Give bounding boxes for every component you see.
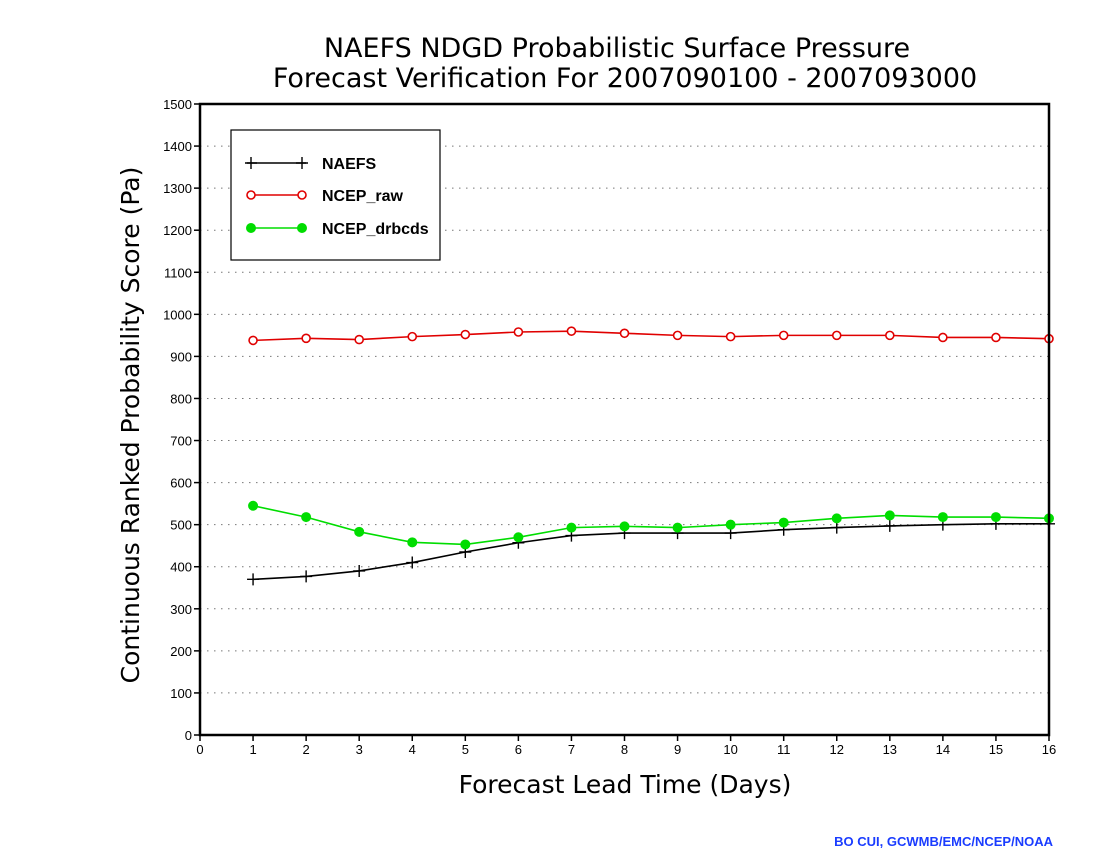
x-tick-label-3: 3 [356,742,363,757]
y-tick-label-1100: 1100 [164,265,192,280]
legend-marker-end [297,190,307,200]
x-tick-label-16: 16 [1042,742,1056,757]
point-ncep_drbcds-day-8 [619,521,630,532]
point-ncep_drbcds-day-5 [460,539,471,550]
point-naefs-day-1 [247,573,260,586]
legend-marker-start [246,190,256,200]
point-naefs-day-4 [406,556,419,569]
y-tick-label-800: 800 [170,391,192,406]
point-ncep_raw-day-12 [831,330,842,341]
point-ncep_raw-day-1 [248,335,258,346]
y-tick-label-0: 0 [185,728,192,743]
legend-label-naefs: NAEFS [322,156,377,173]
point-ncep_raw-day-13 [885,330,895,341]
point-ncep_raw-day-3 [354,334,364,345]
legend-item-naefs: NAEFS [245,156,377,173]
point-ncep_drbcds-day-10 [725,519,736,530]
legend-marker-start [246,223,256,233]
point-ncep_drbcds-day-3 [354,526,365,537]
series-ncep_drbcds [248,500,1054,550]
x-tick-label-0: 0 [196,742,203,757]
x-tick-label-5: 5 [462,742,469,757]
y-tick-label-300: 300 [170,602,192,617]
legend-label-ncep_raw: NCEP_raw [322,188,403,205]
x-tick-label-1: 1 [249,742,256,757]
point-ncep_raw-day-15 [991,332,1001,343]
point-ncep_drbcds-day-7 [566,522,577,533]
point-ncep_raw-day-8 [619,328,630,339]
x-tick-label-14: 14 [936,742,950,757]
x-tick-label-10: 10 [723,742,737,757]
point-ncep_raw-day-11 [778,330,789,341]
legend-item-ncep_drbcds: NCEP_drbcds [246,221,429,238]
point-naefs-day-3 [353,564,366,577]
point-naefs-day-2 [300,570,313,583]
point-ncep_raw-day-9 [672,330,683,341]
point-ncep_raw-day-6 [513,327,524,337]
legend-marker-end [296,157,308,169]
y-tick-label-400: 400 [170,560,192,575]
point-ncep_drbcds-day-12 [831,513,842,524]
x-tick-label-15: 15 [989,742,1003,757]
credit-text: BO CUI, GCWMB/EMC/NCEP/NOAA [834,834,1053,849]
x-tick-label-7: 7 [568,742,575,757]
x-tick-label-9: 9 [674,742,681,757]
point-ncep_raw-day-2 [301,333,311,344]
legend-marker-start [245,157,257,169]
point-ncep_drbcds-day-4 [407,537,418,548]
point-ncep_raw-day-14 [938,332,948,343]
point-ncep_raw-day-7 [566,326,577,336]
x-tick-label-2: 2 [303,742,310,757]
y-tick-label-1500: 1500 [163,97,192,112]
x-tick-label-4: 4 [409,742,416,757]
point-ncep_raw-day-5 [460,329,471,340]
y-tick-label-100: 100 [170,686,192,701]
legend-label-ncep_drbcds: NCEP_drbcds [322,221,429,238]
axis-ticks: 0100200300400500600700800900100011001200… [163,97,1056,757]
point-ncep_drbcds-day-11 [778,517,789,528]
series-naefs [247,517,1055,586]
series-line-ncep_raw [253,330,1050,342]
legend: NAEFS NCEP_raw NCEP_drbcds [230,129,441,261]
chart-title-line-1: NAEFS NDGD Probabilistic Surface Pressur… [324,33,910,64]
y-tick-label-1400: 1400 [163,139,192,154]
y-tick-label-1300: 1300 [163,181,192,196]
point-ncep_drbcds-day-14 [937,512,948,523]
y-tick-label-600: 600 [170,476,192,491]
legend-marker-end [297,223,307,233]
series-ncep_raw [248,326,1054,346]
point-naefs-day-12 [830,521,843,534]
point-ncep_drbcds-day-15 [990,512,1001,523]
y-tick-label-1000: 1000 [163,307,192,322]
y-axis-label: Continuous Ranked Probability Score (Pa) [116,167,145,684]
point-ncep_raw-day-10 [725,331,736,342]
y-tick-label-500: 500 [170,518,192,533]
y-tick-label-700: 700 [170,434,192,449]
x-tick-label-6: 6 [515,742,522,757]
point-ncep_drbcds-day-6 [513,532,524,543]
point-ncep_raw-day-4 [407,331,418,342]
plot-frame [198,102,1051,737]
chart-title-line-2: Forecast Verification For 2007090100 - 2… [273,63,977,94]
x-tick-label-8: 8 [621,742,628,757]
y-tick-label-1200: 1200 [163,223,192,238]
x-tick-label-11: 11 [777,742,791,757]
point-ncep_drbcds-day-13 [884,510,895,521]
y-tick-label-200: 200 [170,644,192,659]
point-naefs-day-13 [883,519,896,532]
series-line-ncep_drbcds [252,504,1050,546]
point-ncep_drbcds-day-9 [672,522,683,533]
y-tick-label-900: 900 [170,349,192,364]
point-ncep_drbcds-day-2 [301,512,312,523]
legend-item-ncep_raw: NCEP_raw [246,188,403,205]
gridlines [200,145,1049,694]
data-series [247,326,1055,586]
series-line-naefs [253,523,1049,581]
x-tick-label-12: 12 [830,742,844,757]
point-ncep_drbcds-day-1 [248,500,259,511]
x-tick-label-13: 13 [883,742,897,757]
x-axis-label: Forecast Lead Time (Days) [459,770,792,799]
